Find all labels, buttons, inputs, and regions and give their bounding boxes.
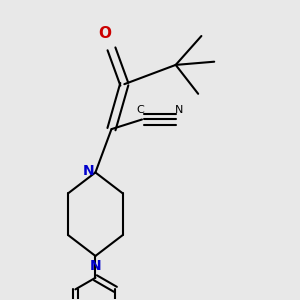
Text: N: N bbox=[83, 164, 95, 178]
Text: C: C bbox=[136, 105, 144, 115]
Text: O: O bbox=[98, 26, 112, 41]
Text: N: N bbox=[90, 259, 101, 273]
Text: N: N bbox=[175, 105, 183, 115]
